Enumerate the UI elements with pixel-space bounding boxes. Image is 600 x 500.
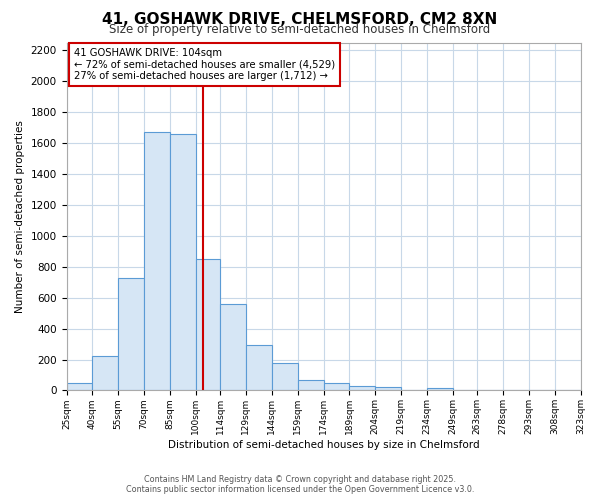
Text: Size of property relative to semi-detached houses in Chelmsford: Size of property relative to semi-detach…	[109, 22, 491, 36]
Bar	[298, 380, 323, 390]
Bar	[323, 384, 349, 390]
Bar	[246, 345, 272, 391]
Bar	[272, 364, 298, 390]
Text: Contains HM Land Registry data © Crown copyright and database right 2025.
Contai: Contains HM Land Registry data © Crown c…	[126, 474, 474, 494]
Bar	[196, 259, 220, 390]
Bar	[375, 388, 401, 390]
Bar	[144, 132, 170, 390]
Text: 41 GOSHAWK DRIVE: 104sqm
← 72% of semi-detached houses are smaller (4,529)
27% o: 41 GOSHAWK DRIVE: 104sqm ← 72% of semi-d…	[74, 48, 335, 81]
Bar	[67, 384, 92, 390]
Text: 41, GOSHAWK DRIVE, CHELMSFORD, CM2 8XN: 41, GOSHAWK DRIVE, CHELMSFORD, CM2 8XN	[103, 12, 497, 28]
Bar	[92, 356, 118, 390]
Bar	[349, 386, 375, 390]
Bar	[118, 278, 144, 390]
X-axis label: Distribution of semi-detached houses by size in Chelmsford: Distribution of semi-detached houses by …	[168, 440, 479, 450]
Bar	[427, 388, 453, 390]
Bar	[220, 304, 246, 390]
Bar	[170, 134, 196, 390]
Y-axis label: Number of semi-detached properties: Number of semi-detached properties	[15, 120, 25, 313]
